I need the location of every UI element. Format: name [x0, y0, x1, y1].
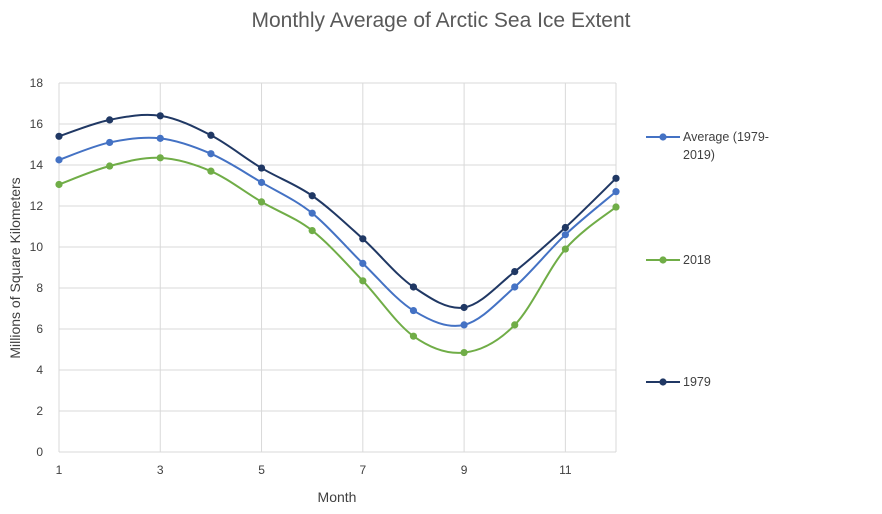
legend-label: 1979 [683, 375, 711, 389]
data-point-average-1979-2019 [156, 134, 164, 142]
data-point-1979 [156, 112, 164, 120]
data-point-2018 [511, 321, 519, 329]
x-tick-label: 1 [56, 463, 63, 477]
data-point-2018 [207, 167, 215, 175]
data-point-average-1979-2019 [359, 259, 367, 267]
y-tick-label: 6 [36, 322, 43, 336]
series-line-1979 [58, 113, 617, 309]
data-point-2018 [55, 180, 63, 189]
y-tick-label: 8 [36, 281, 43, 295]
data-point-1979 [409, 283, 418, 291]
series-lines [55, 112, 620, 357]
legend-swatch-marker [659, 378, 667, 386]
data-point-1979 [106, 116, 114, 124]
y-tick-label: 14 [30, 158, 44, 172]
y-tick-label: 18 [30, 76, 44, 90]
data-point-1979 [612, 174, 620, 182]
y-tick-label: 12 [30, 199, 44, 213]
data-point-2018 [359, 277, 367, 285]
data-point-2018 [409, 332, 418, 340]
y-tick-label: 16 [30, 117, 44, 131]
data-point-average-1979-2019 [409, 306, 418, 315]
y-axis-ticks: 0 2 4 6 8 10 12 14 16 18 [30, 76, 44, 459]
data-point-1979 [511, 268, 519, 276]
data-point-2018 [106, 162, 114, 170]
data-point-1979 [561, 223, 569, 232]
data-point-2018 [257, 198, 266, 206]
x-tick-label: 5 [258, 463, 265, 477]
data-point-1979 [359, 235, 367, 243]
x-tick-label: 7 [359, 463, 366, 477]
data-point-1979 [55, 132, 63, 140]
series-average-1979-2019 [55, 134, 620, 329]
x-tick-label: 9 [461, 463, 468, 477]
legend-label: 2018 [683, 253, 711, 267]
data-point-1979 [257, 164, 266, 172]
legend-item-2018: 2018 [646, 253, 711, 267]
chart-title: Monthly Average of Arctic Sea Ice Extent [252, 9, 631, 32]
data-point-1979 [460, 303, 468, 312]
data-point-2018 [460, 348, 468, 357]
y-tick-label: 10 [30, 240, 44, 254]
data-point-average-1979-2019 [207, 150, 215, 158]
data-point-average-1979-2019 [55, 156, 63, 164]
legend-label: Average (1979-2019) [683, 130, 769, 162]
data-point-2018 [612, 203, 620, 211]
series-line-average-1979-2019 [58, 136, 617, 327]
data-point-average-1979-2019 [511, 283, 519, 291]
data-point-average-1979-2019 [257, 178, 266, 187]
data-point-average-1979-2019 [106, 138, 114, 147]
data-point-1979 [207, 131, 215, 139]
data-point-2018 [561, 245, 569, 253]
x-axis-ticks: 1 3 5 7 9 11 [56, 463, 572, 477]
legend-item-average-1979-2019: Average (1979-2019) [646, 130, 769, 162]
data-point-2018 [308, 227, 316, 235]
x-axis-label: Month [318, 489, 357, 505]
data-point-1979 [308, 192, 316, 200]
x-tick-label: 11 [559, 463, 572, 477]
series-1979 [55, 112, 620, 312]
legend-swatch-marker [659, 256, 667, 264]
y-tick-label: 2 [36, 404, 43, 418]
y-axis-label: Millions of Square Kilometers [7, 177, 23, 358]
data-point-average-1979-2019 [561, 231, 569, 239]
y-tick-label: 4 [36, 363, 43, 377]
legend-item-1979: 1979 [646, 375, 711, 389]
series-line-2018 [58, 156, 617, 354]
gridlines [58, 82, 617, 453]
x-tick-label: 3 [157, 463, 164, 477]
legend: Average (1979-2019) 2018 1979 [646, 130, 769, 389]
y-tick-label: 0 [36, 445, 43, 459]
data-point-average-1979-2019 [612, 188, 620, 196]
series-2018 [55, 154, 620, 357]
data-point-average-1979-2019 [308, 209, 316, 217]
legend-swatch-marker [659, 133, 667, 141]
data-point-average-1979-2019 [460, 321, 468, 329]
data-point-2018 [156, 154, 164, 162]
